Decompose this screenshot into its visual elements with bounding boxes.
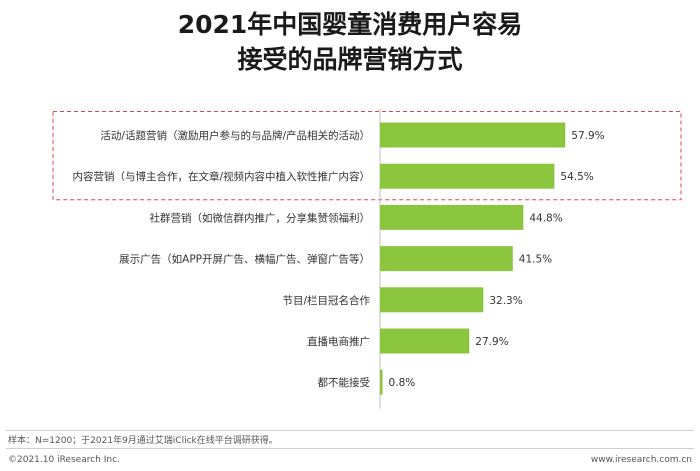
category-label: 节目/栏目冠名合作	[282, 294, 370, 307]
value-label: 0.8%	[389, 377, 416, 389]
bar	[380, 204, 524, 230]
category-label: 直播电商推广	[307, 335, 370, 348]
value-label: 41.5%	[519, 254, 552, 266]
category-label: 内容营销（与博主合作，在文章/视频内容中植入软性推广内容）	[72, 170, 370, 183]
category-label: 展示广告（如APP开屏广告、横幅广告、弹窗广告等）	[119, 253, 370, 266]
bar	[380, 163, 555, 189]
category-label: 活动/话题营销（激励用户参与的与品牌/产品相关的活动）	[100, 129, 370, 142]
value-label: 44.8%	[529, 212, 562, 224]
bar	[380, 287, 484, 313]
sample-note: 样本：N=1200；于2021年9月通过艾瑞iClick在线平台调研获得。	[8, 436, 278, 446]
value-label: 32.3%	[489, 295, 522, 307]
bar	[380, 122, 566, 148]
copyright-text: ©2021.10 iResearch Inc.	[8, 455, 120, 465]
footer-divider-bottom	[6, 448, 694, 449]
chart-title-line-2: 接受的品牌营销方式	[237, 45, 463, 74]
footer-divider-top	[6, 430, 694, 431]
website-text: www.iresearch.com.cn	[590, 455, 692, 465]
chart-title-line-1: 2021年中国婴童消费用户容易	[177, 10, 523, 39]
bar	[380, 246, 513, 272]
value-label: 54.5%	[560, 171, 593, 183]
highlight-box	[52, 111, 682, 201]
category-label: 社群营销（如微信群内推广，分享集赞领福利）	[150, 211, 371, 224]
bar	[380, 328, 470, 354]
value-label: 57.9%	[571, 130, 604, 142]
bar	[380, 369, 383, 395]
value-label: 27.9%	[475, 336, 508, 348]
category-label: 都不能接受	[318, 376, 371, 389]
